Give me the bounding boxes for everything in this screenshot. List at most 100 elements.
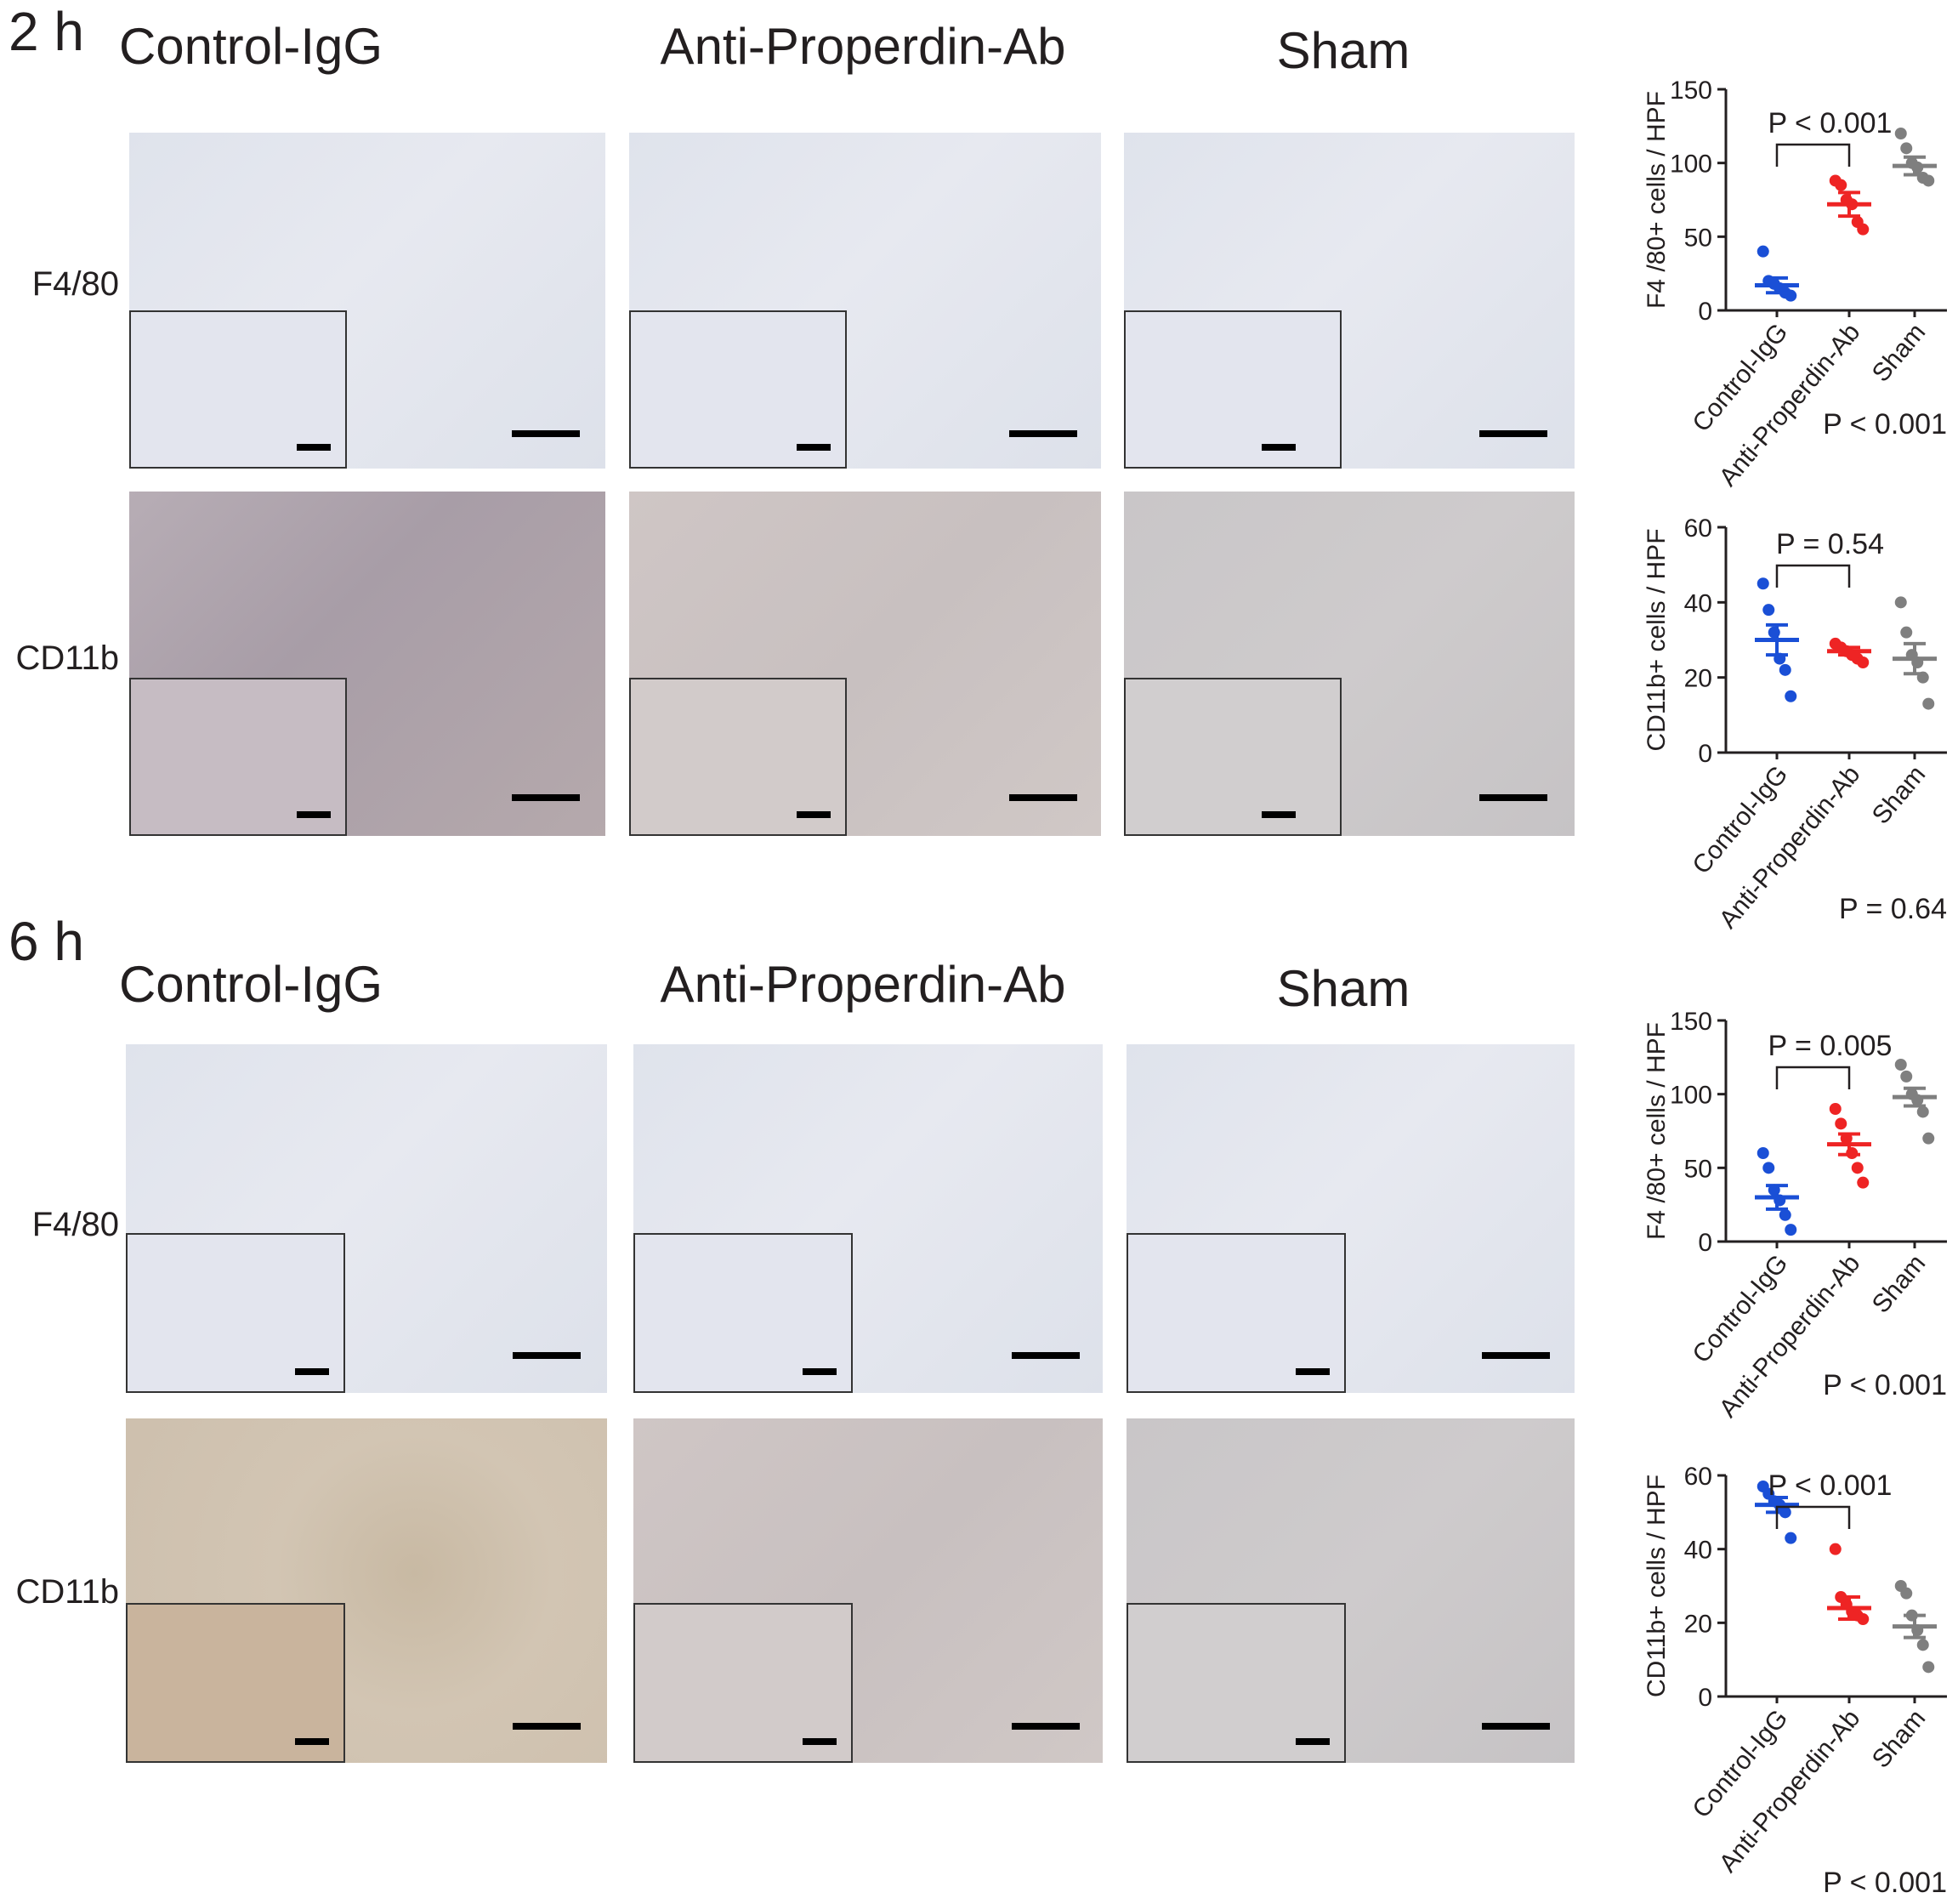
y-tick-label: 60 bbox=[1684, 1463, 1712, 1491]
scale-bar bbox=[1479, 430, 1547, 437]
inset-6h-f480-anti bbox=[633, 1233, 853, 1393]
y-tick-label: 40 bbox=[1684, 1537, 1712, 1565]
micrograph-6h-cd11b-control bbox=[126, 1418, 607, 1763]
inset-6h-cd11b-anti bbox=[633, 1603, 853, 1763]
bracket-p-value: P < 0.001 bbox=[1768, 1469, 1893, 1502]
inset-6h-cd11b-sham bbox=[1127, 1603, 1346, 1763]
data-point bbox=[1857, 223, 1870, 236]
micrograph-2h-cd11b-control bbox=[129, 492, 605, 836]
x-tick-label: Anti-Properdin-Ab bbox=[1714, 318, 1866, 492]
micrograph-2h-cd11b-sham bbox=[1124, 492, 1575, 836]
y-tick-label: 50 bbox=[1684, 224, 1712, 252]
scale-bar-inset bbox=[295, 1738, 329, 1745]
y-axis-label: CD11b+ cells / HPF bbox=[1643, 1475, 1671, 1697]
data-point bbox=[1900, 626, 1913, 639]
scale-bar bbox=[1012, 1723, 1080, 1730]
scale-bar bbox=[1482, 1723, 1550, 1730]
scale-bar-inset bbox=[297, 811, 331, 818]
scale-bar-inset bbox=[1262, 444, 1296, 451]
inset-6h-cd11b-control bbox=[126, 1603, 345, 1763]
scale-bar bbox=[1012, 1352, 1080, 1359]
scale-bar-inset bbox=[297, 444, 331, 451]
y-tick-label: 50 bbox=[1684, 1155, 1712, 1183]
scale-bar-inset bbox=[1262, 811, 1296, 818]
scale-bar-inset bbox=[1296, 1738, 1330, 1745]
y-tick-label: 40 bbox=[1684, 589, 1712, 617]
micrograph-2h-cd11b-anti bbox=[629, 492, 1101, 836]
row-label-f480-2h: F4/80 bbox=[31, 265, 119, 303]
y-tick-label: 20 bbox=[1684, 1610, 1712, 1638]
scale-bar-inset bbox=[797, 811, 831, 818]
data-point bbox=[1857, 656, 1870, 668]
micrograph-6h-f480-anti bbox=[633, 1044, 1103, 1393]
y-tick-label: 100 bbox=[1670, 151, 1712, 179]
x-tick-label: Anti-Properdin-Ab bbox=[1714, 1704, 1866, 1878]
inset-2h-f480-control bbox=[129, 310, 347, 469]
data-point bbox=[1851, 1162, 1864, 1174]
row-label-f480-6h: F4/80 bbox=[31, 1206, 119, 1243]
data-point bbox=[1900, 142, 1913, 155]
y-tick-label: 0 bbox=[1698, 298, 1712, 326]
scale-bar-inset bbox=[295, 1368, 329, 1375]
data-point bbox=[1829, 1103, 1842, 1115]
data-point bbox=[1757, 577, 1769, 590]
inset-6h-f480-control bbox=[126, 1233, 345, 1393]
column-title-anti-2h: Anti-Properdin-Ab bbox=[660, 18, 1066, 75]
column-title-sham-6h: Sham bbox=[1276, 960, 1410, 1017]
x-tick-label: Sham bbox=[1867, 1704, 1932, 1773]
y-tick-label: 150 bbox=[1670, 77, 1712, 105]
overall-p-value: P < 0.001 bbox=[1823, 1369, 1947, 1401]
data-point bbox=[1762, 604, 1775, 617]
significance-bracket bbox=[1775, 143, 1851, 167]
y-axis-label: F4 /80+ cells / HPF bbox=[1643, 91, 1671, 309]
data-point bbox=[1922, 1661, 1935, 1674]
y-tick-label: 20 bbox=[1684, 665, 1712, 693]
data-point bbox=[1916, 1639, 1929, 1651]
micrograph-6h-f480-sham bbox=[1127, 1044, 1575, 1393]
data-point bbox=[1779, 1208, 1791, 1221]
scale-bar-inset bbox=[803, 1738, 837, 1745]
timepoint-label-2h: 2 h bbox=[9, 1, 84, 62]
scale-bar bbox=[1009, 430, 1077, 437]
data-point bbox=[1916, 1105, 1929, 1118]
data-point bbox=[1900, 1587, 1913, 1600]
data-point bbox=[1785, 1532, 1797, 1544]
data-point bbox=[1757, 245, 1769, 258]
y-tick-label: 60 bbox=[1684, 514, 1712, 543]
data-point bbox=[1857, 1176, 1870, 1189]
data-point bbox=[1922, 1132, 1935, 1145]
scale-bar bbox=[1479, 794, 1547, 801]
data-point bbox=[1900, 1070, 1913, 1083]
bracket-p-value: P < 0.001 bbox=[1768, 107, 1893, 139]
scale-bar-inset bbox=[1296, 1368, 1330, 1375]
data-point bbox=[1894, 128, 1907, 139]
data-point bbox=[1762, 1162, 1775, 1174]
micrograph-6h-cd11b-sham bbox=[1127, 1418, 1575, 1763]
scale-bar bbox=[512, 430, 580, 437]
data-point bbox=[1922, 174, 1935, 187]
y-tick-label: 0 bbox=[1698, 1229, 1712, 1257]
data-point bbox=[1785, 1224, 1797, 1236]
y-tick-label: 0 bbox=[1698, 740, 1712, 768]
data-point bbox=[1894, 596, 1907, 609]
y-tick-label: 150 bbox=[1670, 1008, 1712, 1036]
row-label-cd11b-6h: CD11b bbox=[15, 1573, 119, 1611]
x-tick-label: Sham bbox=[1867, 1249, 1932, 1318]
data-point bbox=[1835, 1117, 1847, 1130]
significance-bracket bbox=[1775, 1066, 1851, 1089]
inset-2h-cd11b-anti bbox=[629, 678, 847, 836]
inset-2h-f480-anti bbox=[629, 310, 847, 469]
overall-p-value: P = 0.64 bbox=[1839, 893, 1947, 925]
bracket-p-value: P = 0.005 bbox=[1768, 1030, 1893, 1062]
scale-bar bbox=[513, 1723, 581, 1730]
data-point bbox=[1779, 663, 1791, 676]
data-point bbox=[1757, 1147, 1769, 1159]
data-point bbox=[1829, 1543, 1842, 1555]
micrograph-6h-cd11b-anti bbox=[633, 1418, 1103, 1763]
x-tick-label: Sham bbox=[1867, 760, 1932, 829]
inset-6h-f480-sham bbox=[1127, 1233, 1346, 1393]
bracket-p-value: P = 0.54 bbox=[1776, 528, 1884, 560]
micrograph-6h-f480-control bbox=[126, 1044, 607, 1393]
